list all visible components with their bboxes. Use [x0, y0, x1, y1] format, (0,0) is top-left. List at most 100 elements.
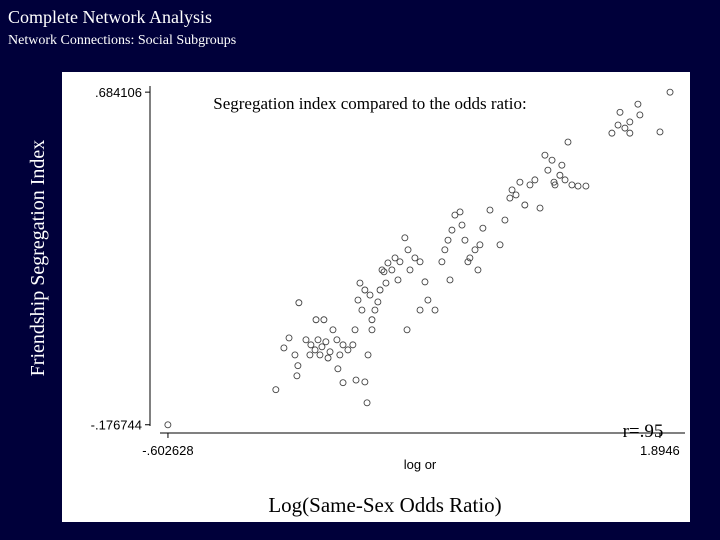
y-tick-label: -.176744 [91, 418, 142, 433]
point [446, 276, 454, 284]
point [302, 336, 310, 344]
point [466, 254, 474, 262]
point [320, 316, 328, 324]
point [506, 194, 514, 202]
point [416, 258, 424, 266]
point [333, 336, 341, 344]
point [349, 341, 357, 349]
point [608, 129, 616, 137]
point [626, 129, 634, 137]
point [316, 351, 324, 359]
point [556, 171, 564, 179]
point [164, 421, 172, 429]
point [582, 182, 590, 190]
point [626, 118, 634, 126]
point [444, 236, 452, 244]
point [501, 216, 509, 224]
y-tick-label: .684106 [95, 85, 142, 100]
point [394, 276, 402, 284]
point [621, 124, 629, 132]
chart-title: Segregation index compared to the odds r… [213, 94, 526, 113]
point [403, 326, 411, 334]
point [368, 326, 376, 334]
chart-panel [62, 72, 690, 522]
point [334, 365, 342, 373]
point [616, 108, 624, 116]
point [272, 386, 280, 394]
point [541, 151, 549, 159]
point [451, 211, 459, 219]
point [516, 178, 524, 186]
point [382, 279, 390, 287]
point [291, 351, 299, 359]
point [344, 346, 352, 354]
point [285, 334, 293, 342]
point [634, 100, 642, 108]
slide-title: Complete Network Analysis [8, 7, 212, 27]
point [324, 354, 332, 362]
point [461, 236, 469, 244]
y-caption: Friendship Segregation Index [27, 140, 49, 377]
point [311, 346, 319, 354]
point [521, 201, 529, 209]
point [318, 343, 326, 351]
point [474, 266, 482, 274]
point [574, 182, 582, 190]
point [339, 379, 347, 387]
x-tick-label: -.602628 [142, 443, 193, 458]
point [550, 178, 558, 186]
point [508, 186, 516, 194]
point [438, 258, 446, 266]
point [496, 241, 504, 249]
point [307, 341, 315, 349]
point [636, 111, 644, 119]
point [374, 298, 382, 306]
point [404, 246, 412, 254]
point [531, 176, 539, 184]
point [329, 326, 337, 334]
point [391, 254, 399, 262]
point [512, 191, 520, 199]
point [364, 351, 372, 359]
point [411, 254, 419, 262]
point [380, 268, 388, 276]
point [384, 259, 392, 267]
point [322, 338, 330, 346]
point [371, 306, 379, 314]
point [416, 306, 424, 314]
point [526, 181, 534, 189]
point [326, 348, 334, 356]
point [479, 224, 487, 232]
point [378, 266, 386, 274]
point [354, 296, 362, 304]
x-caption: Log(Same-Sex Odds Ratio) [268, 493, 501, 517]
point [339, 341, 347, 349]
point [361, 378, 369, 386]
slide-subtitle: Network Connections: Social Subgroups [8, 33, 236, 48]
point [294, 362, 302, 370]
point [314, 336, 322, 344]
point [536, 204, 544, 212]
point [295, 299, 303, 307]
point [564, 138, 572, 146]
point [388, 266, 396, 274]
point [351, 326, 359, 334]
point [336, 351, 344, 359]
annotation: r=.95 [623, 421, 664, 442]
point [476, 241, 484, 249]
x-tick-label: 1.8946 [640, 443, 680, 458]
point [441, 246, 449, 254]
point [306, 351, 314, 359]
point [456, 208, 464, 216]
x-axis-label: log or [404, 457, 437, 472]
point [406, 266, 414, 274]
point [458, 221, 466, 229]
point [464, 258, 472, 266]
point [431, 306, 439, 314]
point [363, 399, 371, 407]
point [548, 156, 556, 164]
point [486, 206, 494, 214]
point [312, 316, 320, 324]
point [448, 226, 456, 234]
